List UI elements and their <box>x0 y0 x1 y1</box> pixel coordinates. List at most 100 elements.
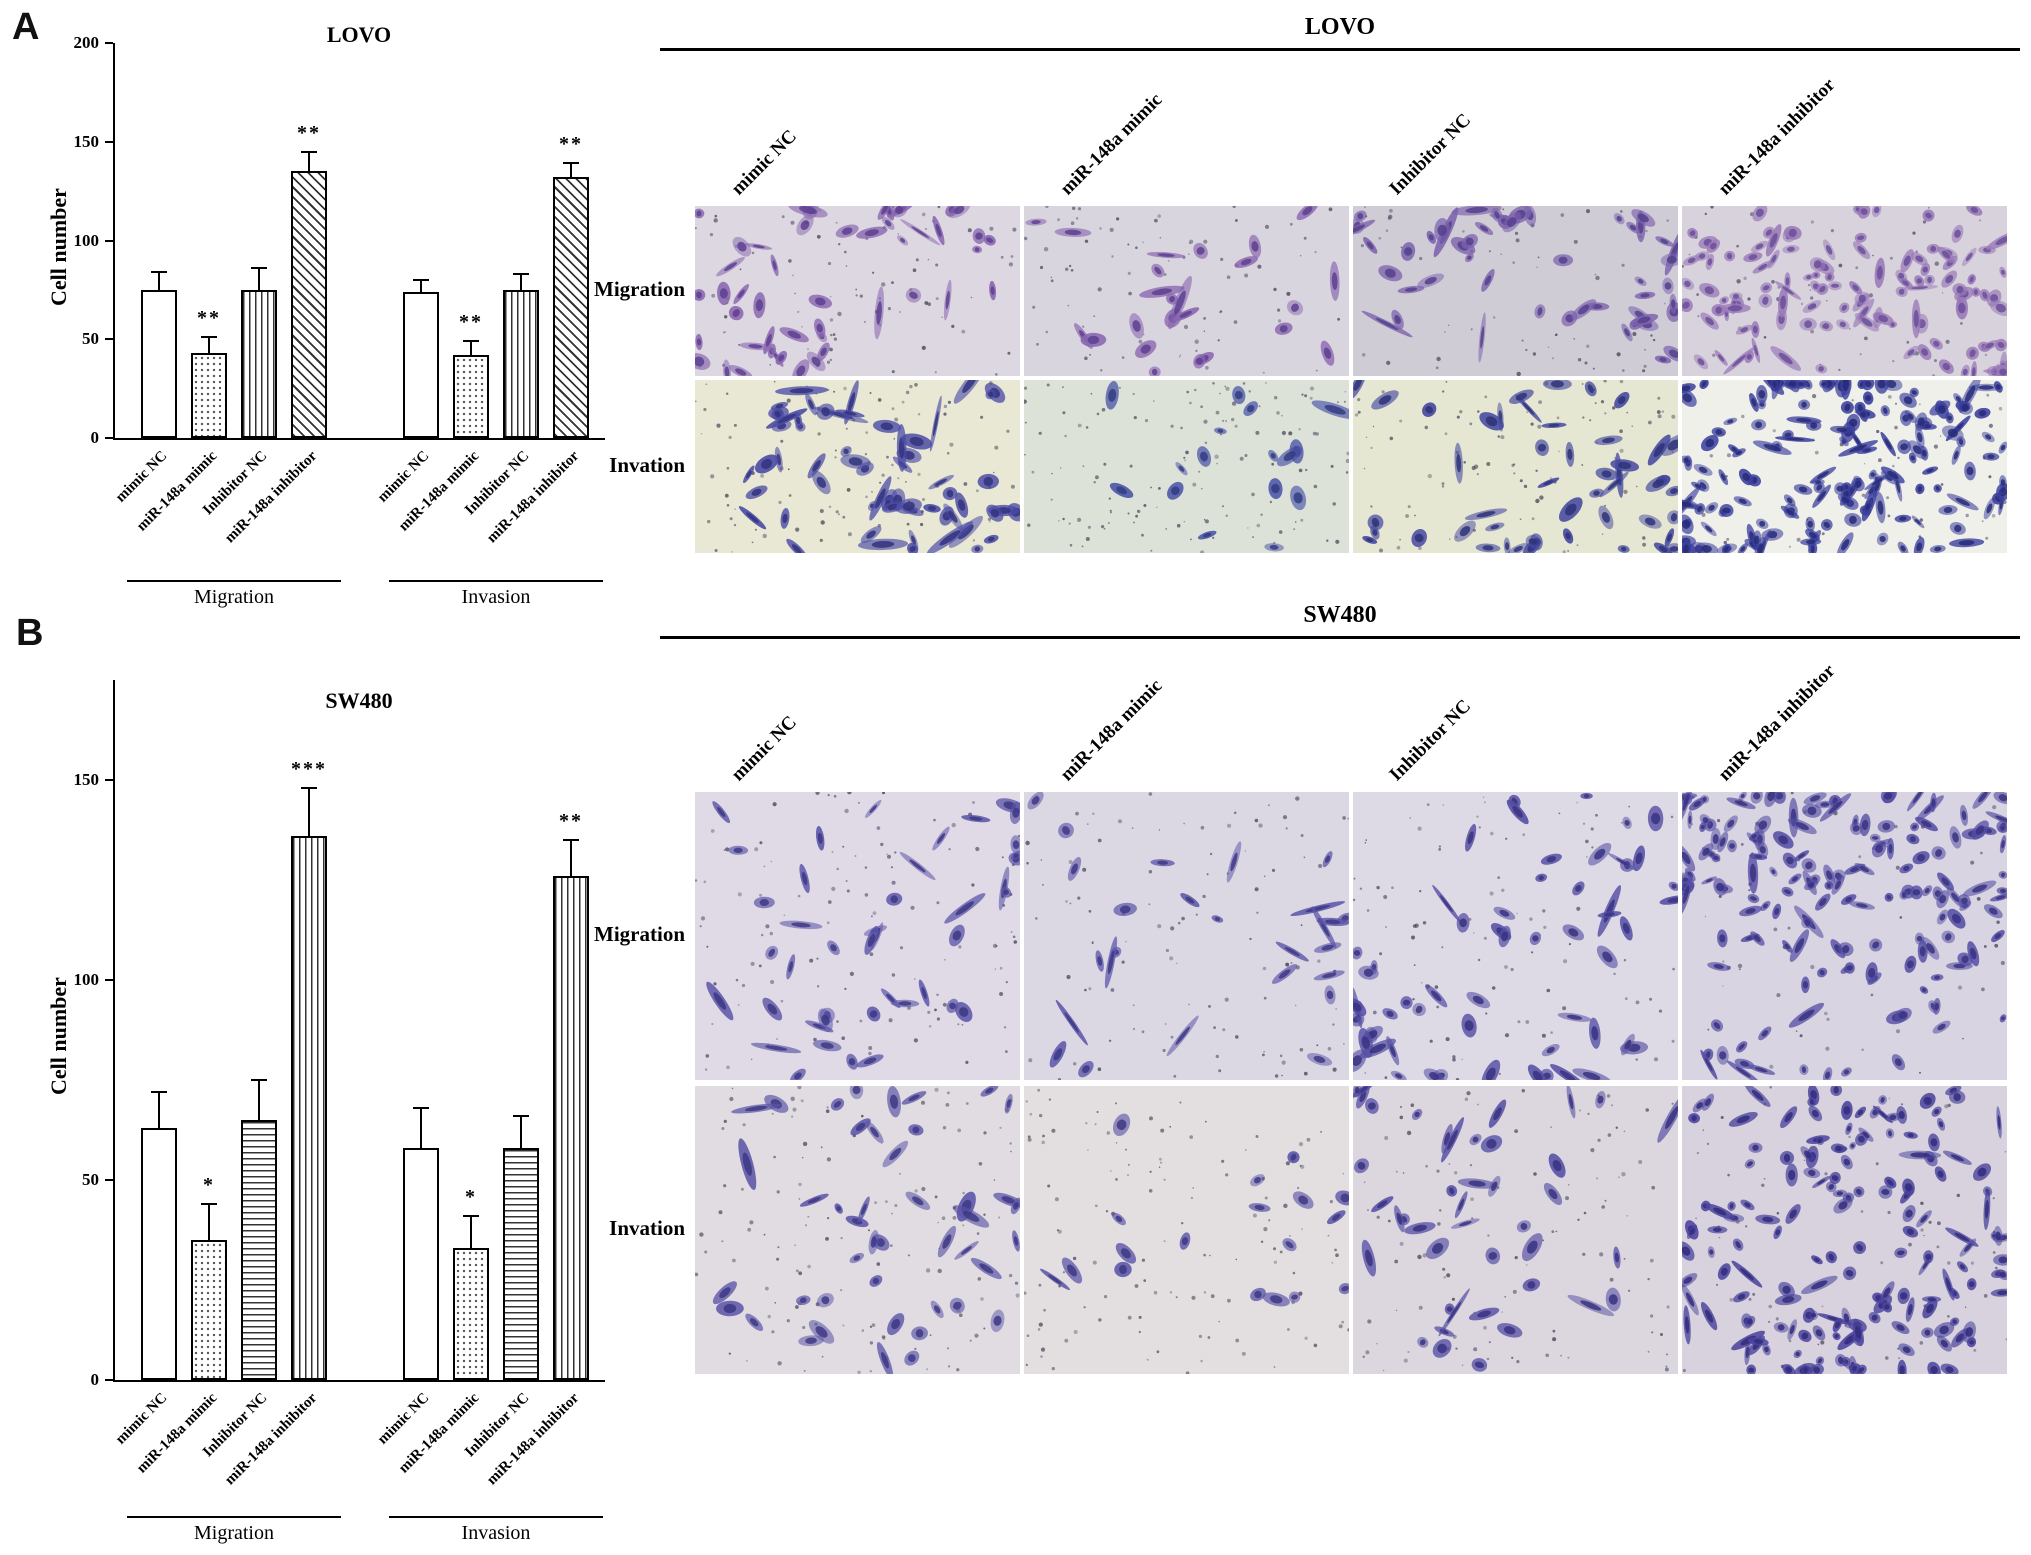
y-axis <box>113 680 115 1382</box>
micrograph-image <box>1682 380 2007 553</box>
micrograph-image <box>1024 1086 1349 1374</box>
bar <box>191 353 227 438</box>
micrograph-image <box>1353 792 1678 1080</box>
micrograph-tile <box>695 792 1020 1080</box>
significance-stars: ** <box>559 810 583 832</box>
bar <box>141 289 177 438</box>
micrograph-tile <box>695 206 1020 376</box>
column-label: Inhibitor NC <box>1385 695 1476 786</box>
bar <box>453 355 489 438</box>
y-axis-label: Cell number <box>46 977 71 1095</box>
error-bar-cap <box>413 1107 429 1109</box>
micrograph-panel-lovo: LOVO mimic NC miR-148a mimic Inhibitor NC mi… <box>585 8 2031 590</box>
bar <box>191 1240 227 1380</box>
micrograph-panel-title: SW480 <box>1303 602 1377 628</box>
x-axis <box>113 1380 605 1382</box>
header-rule <box>660 636 2020 639</box>
error-bar-line <box>208 1204 210 1240</box>
error-bar-cap <box>251 1079 267 1081</box>
group-label: Migration <box>194 1522 274 1544</box>
micrograph-image <box>1024 206 1349 376</box>
error-bar-line <box>258 268 260 290</box>
error-bar-cap <box>201 336 217 339</box>
error-bar-line <box>570 163 572 178</box>
error-bar-line <box>258 1080 260 1120</box>
micrograph-tile <box>1353 206 1678 376</box>
y-tick <box>105 437 113 439</box>
significance-stars: * <box>203 1174 215 1196</box>
column-label: mimic NC <box>727 125 801 200</box>
error-bar-cap <box>413 279 429 281</box>
error-bar-line <box>308 151 310 172</box>
micrograph-tile <box>1353 792 1678 1080</box>
micrograph-image <box>1024 792 1349 1080</box>
micrograph-panel-sw480: SW480 mimic NC miR-148a mimic Inhibitor NC m… <box>585 598 2031 1555</box>
y-tick <box>105 42 113 44</box>
error-bar-cap <box>201 1203 217 1205</box>
error-bar-line <box>520 274 522 290</box>
y-tick-label: 0 <box>90 428 100 447</box>
error-bar-line <box>420 280 422 292</box>
significance-stars: ** <box>297 121 321 144</box>
micrograph-image <box>1682 1086 2007 1374</box>
micrograph-image <box>1353 206 1678 376</box>
micrograph-image <box>1353 380 1678 553</box>
error-bar-line <box>470 1216 472 1248</box>
column-label: miR-148a mimic <box>1056 675 1167 786</box>
micrograph-image <box>1353 1086 1678 1374</box>
x-axis <box>113 438 605 440</box>
error-bar-line <box>520 1116 522 1148</box>
error-bar-line <box>420 1108 422 1148</box>
significance-stars: ** <box>197 307 221 330</box>
bar <box>403 1148 439 1380</box>
chart-title: LOVO <box>326 22 392 47</box>
micrograph-panel-title: LOVO <box>1304 14 1376 40</box>
micrograph-tile <box>1353 1086 1678 1374</box>
error-bar-line <box>570 840 572 876</box>
row-label: Invation <box>609 1216 685 1240</box>
significance-stars: ** <box>459 311 483 334</box>
micrograph-tile <box>695 1086 1020 1374</box>
group-label: Invasion <box>461 1522 531 1544</box>
bar <box>291 171 327 438</box>
micrograph-image <box>1682 206 2007 376</box>
column-label: miR-148a inhibitor <box>1714 660 1840 786</box>
micrograph-image <box>1024 380 1349 553</box>
error-bar-cap <box>151 1091 167 1093</box>
bar <box>503 289 539 438</box>
y-tick <box>105 140 113 143</box>
y-axis <box>113 43 115 440</box>
bar <box>241 289 277 438</box>
group-underline <box>389 580 603 582</box>
chart-title: SW480 <box>325 688 393 713</box>
error-bar-cap <box>563 162 579 165</box>
micrograph-image <box>695 380 1020 553</box>
micrograph-image <box>695 206 1020 376</box>
y-tick <box>105 1179 113 1181</box>
row-label: Migration <box>594 922 685 946</box>
bar <box>241 1120 277 1380</box>
group-underline <box>127 1516 341 1518</box>
bar <box>553 876 589 1380</box>
column-label: mimic NC <box>727 711 801 786</box>
y-tick <box>105 338 113 341</box>
error-bar-line <box>158 1092 160 1128</box>
micrograph-tile <box>1353 380 1678 553</box>
error-bar-line <box>158 272 160 290</box>
y-tick-label: 50 <box>82 1170 99 1189</box>
header-rule <box>660 48 2020 51</box>
micrograph-tile <box>695 380 1020 553</box>
micrograph-tile <box>1682 380 2007 553</box>
panel-a-label: A <box>12 6 40 48</box>
y-tick <box>105 779 113 781</box>
y-tick <box>105 1379 113 1381</box>
micrograph-tile <box>1682 792 2007 1080</box>
error-bar-line <box>470 341 472 356</box>
y-tick <box>105 239 113 242</box>
error-bar-cap <box>563 839 579 841</box>
y-tick-label: 50 <box>82 329 99 349</box>
bar <box>291 836 327 1380</box>
group-label: Invasion <box>461 586 531 608</box>
bar <box>453 1248 489 1380</box>
micrograph-tile <box>1024 792 1349 1080</box>
